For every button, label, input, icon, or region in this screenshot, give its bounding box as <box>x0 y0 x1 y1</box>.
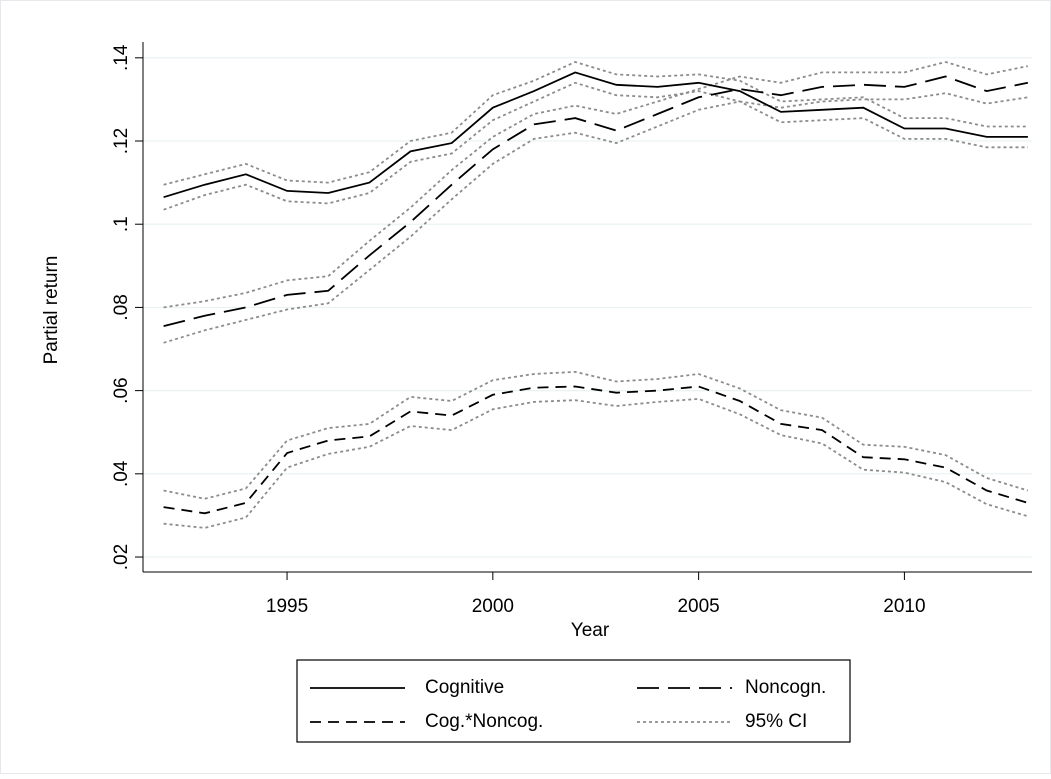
legend-label: Cog.*Noncog. <box>425 711 543 732</box>
ci-line <box>163 61 1029 309</box>
y-tick-label: .14 <box>111 44 132 71</box>
legend-label: 95% CI <box>745 711 807 732</box>
y-axis-title: Partial return <box>41 256 62 365</box>
y-tick-label: .06 <box>111 377 132 403</box>
legend-label: Cognitive <box>425 677 504 698</box>
legend-box <box>296 659 851 743</box>
x-tick-label: 2010 <box>883 596 925 617</box>
x-tick-label: 1995 <box>266 596 308 617</box>
y-tick-label: .08 <box>111 294 132 320</box>
series-line <box>163 75 1029 327</box>
x-tick-label: 2000 <box>472 596 514 617</box>
y-tick-label: .02 <box>111 544 132 570</box>
ci-line <box>163 92 1029 344</box>
y-tick-label: .12 <box>111 128 132 154</box>
y-tick-label: .1 <box>111 216 132 232</box>
legend-label: Noncogn. <box>745 677 826 698</box>
x-tick-label: 2005 <box>677 596 719 617</box>
x-axis-title: Year <box>571 620 610 641</box>
series-line <box>163 385 1029 515</box>
ci-line <box>163 61 1028 186</box>
series-line <box>163 71 1028 199</box>
ci-line <box>163 397 1029 529</box>
ci-line <box>163 370 1029 500</box>
ci-line <box>163 81 1028 211</box>
y-tick-label: .04 <box>111 460 132 487</box>
